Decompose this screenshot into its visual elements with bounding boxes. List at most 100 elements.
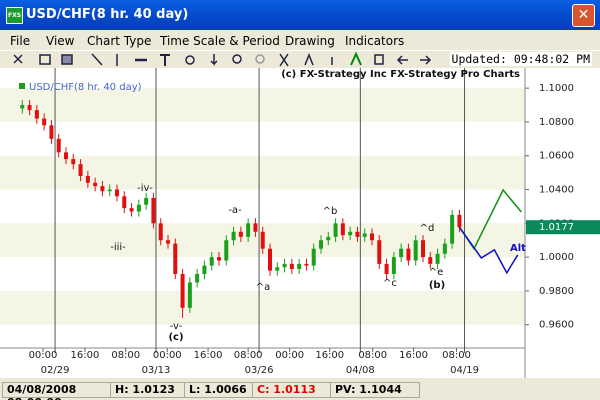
last-price-label: 1.0177 (539, 222, 574, 233)
candle-body (224, 240, 229, 261)
wave-label: ^e (429, 267, 444, 278)
candle-body (144, 197, 149, 205)
wave-label: (c) (168, 332, 183, 343)
tool-icon[interactable] (279, 53, 289, 67)
status-field: 04/08/2008 08:00:00 (2, 382, 112, 400)
candle-body (209, 257, 214, 266)
y-tick-label: 0.9800 (539, 286, 574, 297)
menu-item[interactable]: Indicators (345, 34, 405, 48)
candle-body (129, 208, 134, 212)
wave-label: (b) (429, 280, 445, 291)
y-tick-label: 1.0000 (539, 252, 574, 263)
candle-body (377, 240, 382, 264)
tool-icon[interactable] (91, 53, 103, 66)
candle-body (27, 105, 32, 111)
candle-body (71, 159, 76, 165)
candle-body (42, 118, 47, 126)
chart: 1.10001.08001.06001.04001.02001.00000.98… (0, 68, 600, 378)
tool-icon[interactable] (420, 55, 432, 65)
tool-icon[interactable] (350, 51, 362, 66)
candle-body (421, 240, 425, 258)
candle-body (173, 243, 178, 275)
tool-icon[interactable] (232, 54, 242, 64)
candle-body (166, 240, 170, 244)
candle-body (362, 233, 367, 237)
x-tick-label: 00:00 (275, 350, 304, 361)
candle-body (297, 263, 302, 269)
last-price-box (526, 220, 600, 235)
candle-body (195, 274, 200, 283)
candle-body (333, 223, 338, 237)
y-tick-label: 1.1000 (539, 83, 574, 94)
candle-body (399, 248, 404, 258)
candle-body (136, 204, 141, 212)
status-field: PV: 1.1044 (330, 382, 420, 398)
status-field: C: 1.0113 (252, 382, 332, 398)
y-tick-label: 1.0800 (539, 117, 574, 128)
menu-item[interactable]: View (46, 34, 75, 48)
date-label: 04/19 (450, 365, 479, 376)
candle-body (100, 186, 105, 192)
status-field: L: 1.0066 (184, 382, 254, 398)
tool-icon[interactable] (61, 54, 73, 65)
candle-body (304, 263, 309, 266)
window-title: USD/CHF(8 hr. 40 day) (26, 7, 189, 22)
candle-body (348, 231, 353, 236)
candle-body (151, 197, 156, 224)
candle-body (64, 152, 68, 160)
candle-body (450, 214, 455, 244)
wave-label: -iv- (137, 183, 153, 194)
candle-body (246, 223, 251, 237)
date-label: 03/13 (142, 365, 171, 376)
menu-bar: File View Chart Type Time Scale & Period Dra… (0, 31, 600, 50)
candle-body (85, 176, 90, 183)
x-tick-label: 08:00 (234, 350, 263, 361)
updated-time: Updated: 09:48:02 PM (449, 52, 592, 66)
x-tick-label: 16:00 (315, 350, 344, 361)
candle-body (187, 282, 192, 308)
wave-label: -a- (228, 205, 242, 216)
x-tick-label: 00:00 (153, 350, 182, 361)
tool-icon[interactable] (374, 54, 384, 65)
wave-label: ^b (323, 206, 338, 217)
candle-body (442, 243, 447, 254)
x-tick-label: 16:00 (71, 350, 100, 361)
candle-body (122, 196, 127, 209)
tool-icon[interactable] (210, 54, 218, 66)
candle-body (413, 240, 418, 261)
candle-body (260, 231, 265, 249)
wave-label: Alt (510, 243, 526, 254)
app-icon: FXS (6, 7, 23, 24)
menu-item[interactable]: File (10, 34, 31, 48)
x-tick-label: 08:00 (442, 350, 471, 361)
candle-body (49, 125, 54, 139)
tool-icon[interactable] (396, 55, 408, 65)
candle-body (406, 248, 411, 261)
menu-item[interactable]: Time Scale & Period (160, 34, 280, 48)
candle-body (457, 214, 462, 228)
candle-body (78, 164, 83, 177)
candle-body (202, 265, 207, 275)
candle-body (282, 263, 287, 268)
legend-swatch (19, 83, 25, 89)
legend: USD/CHF(8 hr. 40 day) (29, 82, 142, 93)
candle-body (311, 248, 316, 266)
candle-body (275, 267, 280, 271)
x-tick-label: 16:00 (399, 350, 428, 361)
close-button[interactable]: ✕ (572, 4, 595, 27)
tool-icon[interactable] (304, 52, 314, 66)
projection-line (458, 226, 519, 275)
candle-body (34, 110, 39, 119)
menu-item[interactable]: Chart Type (87, 34, 152, 48)
candle-body (20, 105, 25, 109)
menu-item[interactable]: Drawing (285, 34, 335, 48)
tool-icon[interactable] (39, 54, 51, 65)
tool-icon[interactable] (255, 54, 265, 64)
status-field: H: 1.0123 (110, 382, 186, 398)
tool-icon[interactable] (185, 55, 195, 65)
date-label: 02/29 (41, 365, 70, 376)
candle-body (107, 189, 112, 192)
tool-icon[interactable] (160, 54, 170, 66)
tool-icon[interactable] (13, 54, 23, 64)
